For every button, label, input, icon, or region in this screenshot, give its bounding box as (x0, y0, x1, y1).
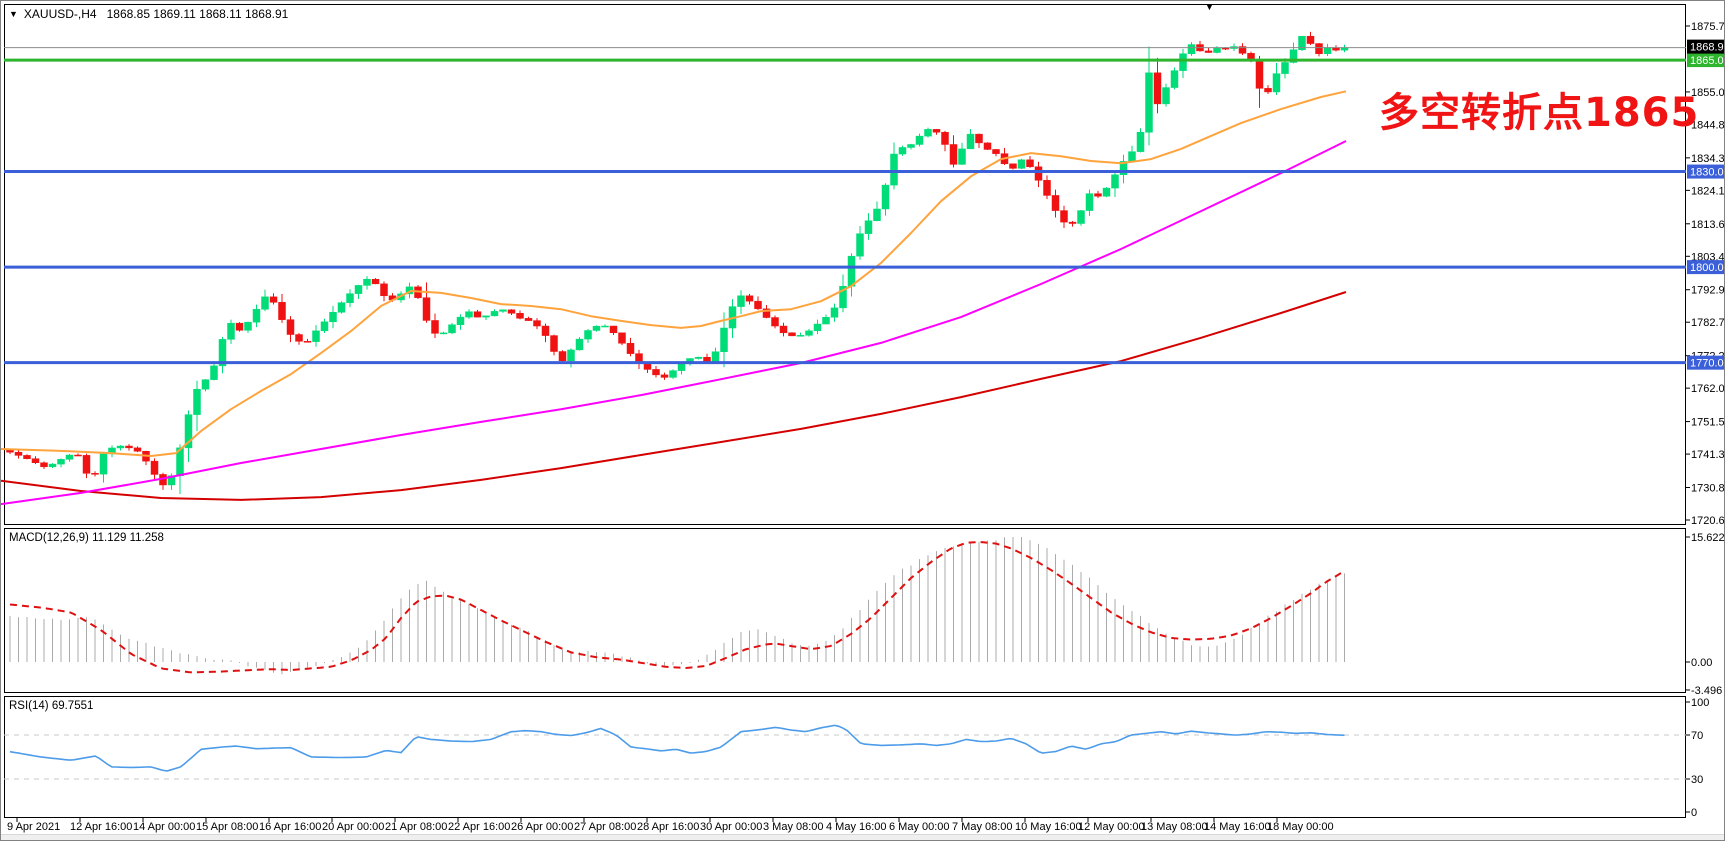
turning-point-annotation[interactable]: 多空转折点1865 (1379, 90, 1700, 136)
time-axis[interactable] (4, 818, 1686, 834)
chart-ohlc-readout: 1868.85 1869.11 1868.11 1868.91 (106, 7, 289, 21)
macd-panel[interactable] (4, 528, 1686, 693)
series-end-marker-icon: ▼ (1205, 2, 1214, 12)
chart-title: ▼ XAUUSD-,H4 1868.85 1869.11 1868.11 1868.… (9, 7, 288, 21)
chart-dropdown-icon[interactable]: ▼ (9, 9, 18, 19)
macd-indicator-label: MACD(12,26,9) 11.129 11.258 (9, 532, 164, 544)
window-bottom-strip (1, 834, 1724, 840)
rsi-indicator-label: RSI(14) 69.7551 (9, 700, 94, 712)
chart-symbol-timeframe: XAUUSD-,H4 (23, 7, 97, 21)
rsi-panel[interactable] (4, 696, 1686, 818)
